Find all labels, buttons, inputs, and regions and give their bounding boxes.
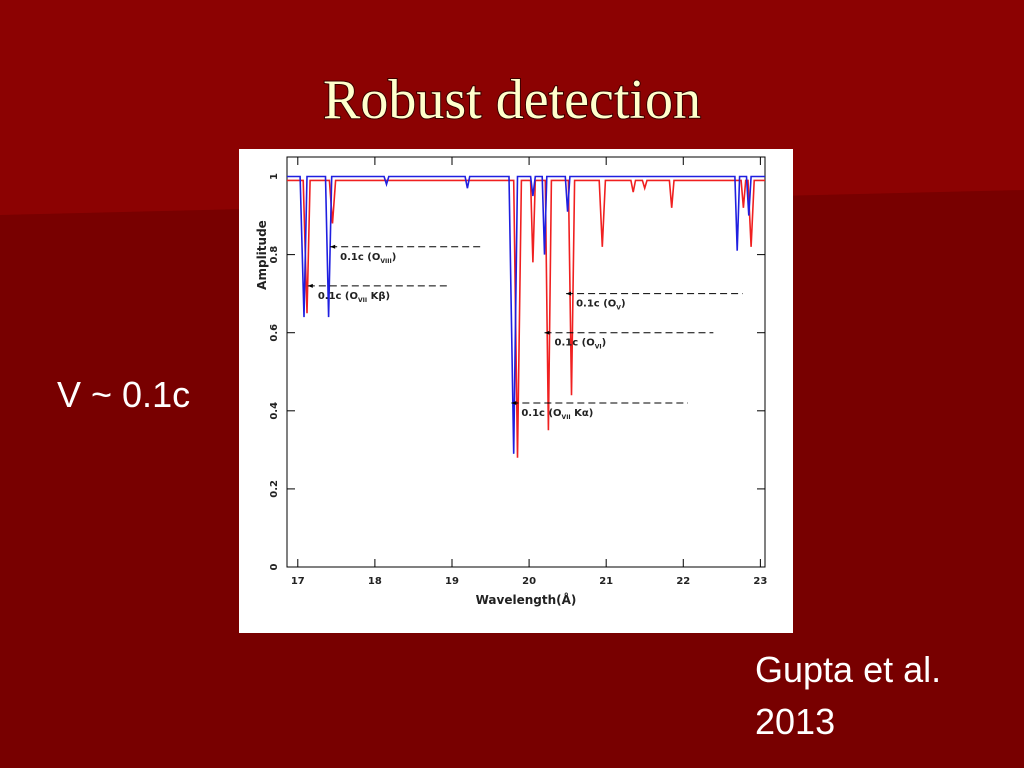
credit-line: 2013 [755,701,835,742]
annotation-arrow [330,244,336,249]
annotation-sub: VII [562,414,571,421]
annotation-text: 0.1c (O [555,338,595,349]
annotation-text: ) [621,299,626,310]
y-tick-label: 0.6 [269,324,280,342]
annotation-text: Kα) [571,408,594,419]
annotation-text: Kβ) [367,291,390,302]
y-tick-label: 0.8 [269,246,280,264]
y-axis-label: Amplitude [255,220,269,290]
y-tick-label: 0.4 [269,402,280,420]
annotation-sub: VIII [380,258,391,265]
annotation-label: 0.1c (OV) [576,299,625,312]
annotation-text: 0.1c (O [318,291,358,302]
annotation-arrow [511,401,517,405]
annotation-text: 0.1c (O [340,252,380,263]
annotation-sub: V [616,305,621,312]
chart: 17 18 19 20 21 22 23 0 0.2 0.4 0.6 0.8 1 Wavelength(Å… [255,156,767,607]
annotation-label: 0.1c (OVI) [555,338,607,351]
y-tick-label: 1 [269,173,280,180]
annotation-arrow [566,291,572,296]
x-tick-label: 22 [676,576,690,587]
bullet-text: V ~ 0.1c [57,374,190,415]
plot-frame [286,156,766,568]
annotation-text: ) [602,338,607,349]
annotation-text: ) [392,252,397,263]
annotation-arrow [544,330,550,335]
x-axis-label: Wavelength(Å) [476,592,577,607]
annotation-text: 0.1c (O [521,408,561,419]
x-tick-label: 18 [368,576,382,587]
annotation-label: 0.1c (OVIII) [340,252,396,265]
y-tick-label: 0 [269,563,280,570]
annotation-label: 0.1c (OVII Kβ) [318,291,390,304]
annotation-arrow [307,283,313,288]
annotation-sub: VI [595,344,602,351]
annotation-sub: VII [358,297,367,304]
x-tick-label: 19 [445,576,459,587]
x-tick-label: 23 [753,576,767,587]
x-tick-label: 17 [291,576,305,587]
y-tick-label: 0.2 [269,480,280,498]
credit-line: Gupta et al. [755,649,941,690]
annotation-label: 0.1c (OVII Kα) [521,408,593,421]
annotation-text: 0.1c (O [576,299,616,310]
spectrum-line [287,175,765,454]
x-tick-label: 20 [522,576,536,587]
x-tick-label: 21 [599,576,613,587]
slide-title: Robust detection [323,69,701,131]
spectrum-line [287,179,765,458]
